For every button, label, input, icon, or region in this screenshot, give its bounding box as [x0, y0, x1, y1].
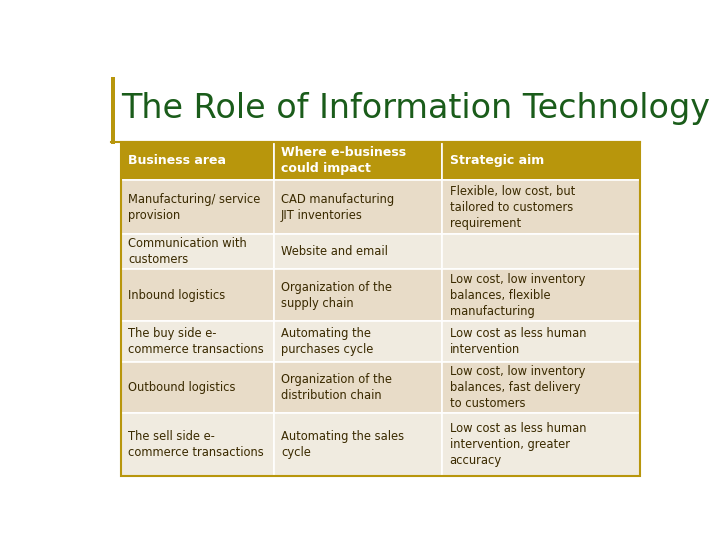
Bar	[121, 141, 639, 476]
Text: Low cost, low inventory
balances, flexible
manufacturing: Low cost, low inventory balances, flexib…	[450, 273, 585, 318]
Bar	[274, 413, 442, 476]
Bar	[442, 413, 639, 476]
Bar	[121, 321, 274, 362]
Text: Low cost, low inventory
balances, fast delivery
to customers: Low cost, low inventory balances, fast d…	[450, 365, 585, 410]
Text: Manufacturing/ service
provision: Manufacturing/ service provision	[128, 193, 261, 222]
Bar	[274, 321, 442, 362]
Bar	[442, 141, 639, 180]
Text: Low cost as less human
intervention, greater
accuracy: Low cost as less human intervention, gre…	[450, 422, 586, 467]
Bar	[121, 141, 274, 180]
Text: The Role of Information Technology: The Role of Information Technology	[121, 92, 710, 125]
Bar	[442, 180, 639, 234]
Text: Website and email: Website and email	[281, 245, 388, 258]
Text: Business area: Business area	[128, 154, 226, 167]
Bar	[121, 180, 274, 234]
Text: Low cost as less human
intervention: Low cost as less human intervention	[450, 327, 586, 356]
Text: Flexible, low cost, but
tailored to customers
requirement: Flexible, low cost, but tailored to cust…	[450, 185, 575, 230]
Text: Communication with
customers: Communication with customers	[128, 237, 247, 266]
Text: Outbound logistics: Outbound logistics	[128, 381, 235, 394]
Bar	[442, 269, 639, 321]
Bar	[442, 321, 639, 362]
Text: Where e-business
could impact: Where e-business could impact	[281, 146, 406, 176]
Text: Organization of the
distribution chain: Organization of the distribution chain	[281, 373, 392, 402]
Bar	[274, 180, 442, 234]
Bar	[274, 362, 442, 413]
Bar	[442, 234, 639, 269]
Text: CAD manufacturing
JIT inventories: CAD manufacturing JIT inventories	[281, 193, 394, 222]
Bar	[274, 234, 442, 269]
Text: Automating the sales
cycle: Automating the sales cycle	[281, 430, 404, 459]
Bar	[121, 234, 274, 269]
Bar	[442, 362, 639, 413]
Text: Strategic aim: Strategic aim	[450, 154, 544, 167]
Text: The sell side e-
commerce transactions: The sell side e- commerce transactions	[128, 430, 264, 459]
Bar	[111, 77, 114, 144]
Bar	[121, 413, 274, 476]
Text: Automating the
purchases cycle: Automating the purchases cycle	[281, 327, 374, 356]
Text: Inbound logistics: Inbound logistics	[128, 288, 225, 301]
Bar	[274, 269, 442, 321]
Bar	[121, 362, 274, 413]
Text: The buy side e-
commerce transactions: The buy side e- commerce transactions	[128, 327, 264, 356]
Bar	[121, 269, 274, 321]
Text: Organization of the
supply chain: Organization of the supply chain	[281, 281, 392, 309]
Bar	[274, 141, 442, 180]
